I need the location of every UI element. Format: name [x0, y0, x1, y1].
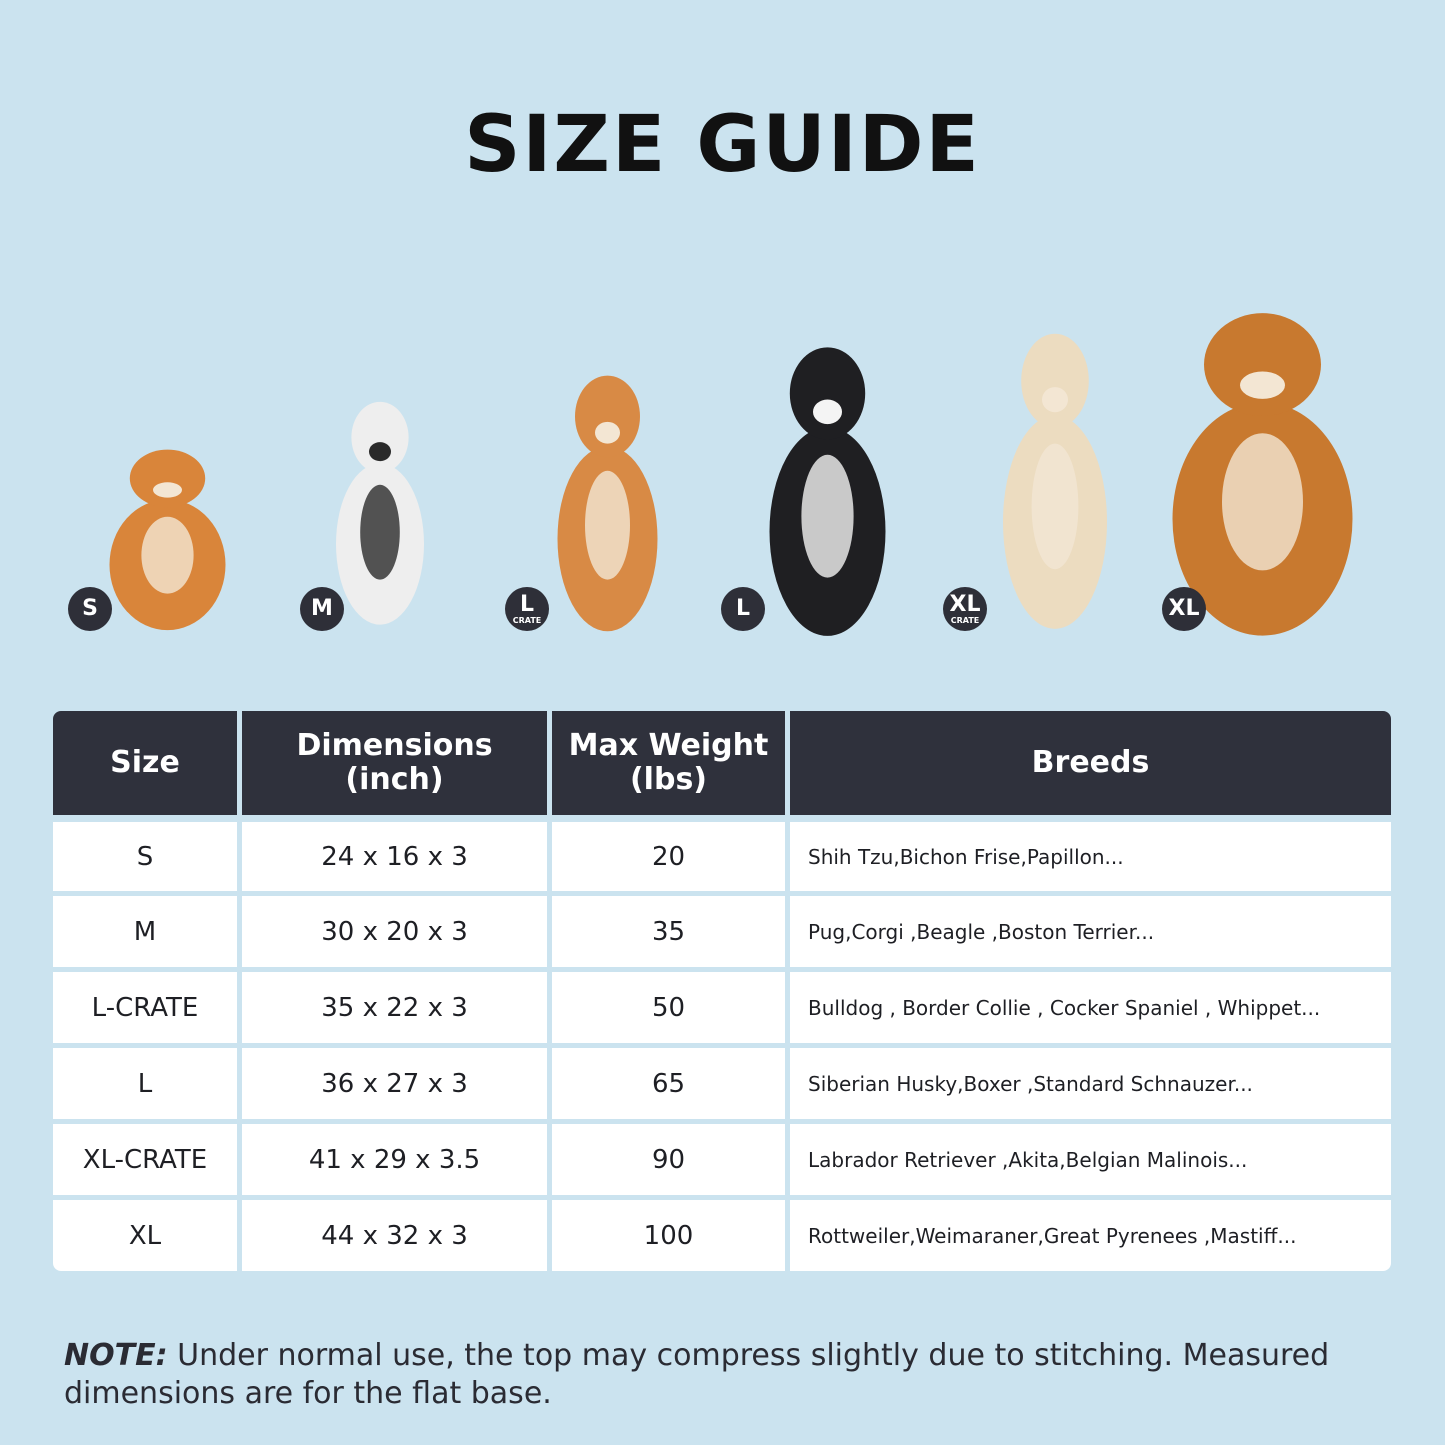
size-badge: XL: [1162, 587, 1206, 631]
table-row: XL-CRATE 41 x 29 x 3.5 90 Labrador Retrieve…: [53, 1119, 1391, 1195]
note: NOTE: Under normal use, the top may comp…: [64, 1337, 1384, 1413]
size-cell: XL-CRATE: [53, 1119, 237, 1195]
note-label: NOTE:: [64, 1338, 168, 1373]
badge-sublabel: CRATE: [512, 615, 542, 625]
breeds-cell: Bulldog , Border Collie , Cocker Spaniel…: [790, 967, 1391, 1043]
table-row: L-CRATE 35 x 22 x 3 50 Bulldog , Border Col…: [53, 967, 1391, 1043]
weight-cell: 50: [552, 967, 785, 1043]
table-row: L 36 x 27 x 3 65 Siberian Husky,Boxer ,Stan…: [53, 1043, 1391, 1119]
breeds-cell: Siberian Husky,Boxer ,Standard Schnauzer…: [790, 1043, 1391, 1119]
badge-label: M: [311, 596, 333, 621]
breeds-cell: Pug,Corgi ,Beagle ,Boston Terrier...: [790, 891, 1391, 967]
badge-label: S: [82, 596, 98, 621]
dog-photo: [1150, 296, 1375, 639]
dog-photo: [990, 318, 1120, 632]
weight-cell: 100: [552, 1195, 785, 1271]
size-cell: L-CRATE: [53, 967, 237, 1043]
dimensions-cell: 36 x 27 x 3: [242, 1043, 547, 1119]
table-row: M 30 x 20 x 3 35 Pug,Corgi ,Beagle ,Boston …: [53, 891, 1391, 967]
badge-label: XL: [949, 591, 981, 617]
size-cell: XL: [53, 1195, 237, 1271]
table-row: XL 44 x 32 x 3 100 Rottweiler,Weimaraner,Gr…: [53, 1195, 1391, 1271]
breeds-cell: Rottweiler,Weimaraner,Great Pyrenees ,Ma…: [790, 1195, 1391, 1271]
page-title: SIZE GUIDE: [464, 100, 981, 190]
column-header: Max Weight (lbs): [552, 711, 785, 815]
column-header: Dimensions (inch): [242, 711, 547, 815]
dimensions-cell: 35 x 22 x 3: [242, 967, 547, 1043]
dimensions-cell: 24 x 16 x 3: [242, 815, 547, 891]
dimensions-cell: 41 x 29 x 3.5: [242, 1119, 547, 1195]
badge-label: L: [519, 591, 535, 617]
dimensions-cell: 30 x 20 x 3: [242, 891, 547, 967]
size-badge: M: [300, 587, 344, 631]
breeds-cell: Labrador Retriever ,Akita,Belgian Malino…: [790, 1119, 1391, 1195]
breeds-cell: Shih Tzu,Bichon Frise,Papillon...: [790, 815, 1391, 891]
size-table: Size Dimensions (inch) Max Weight (lbs) Bre…: [48, 711, 1396, 1271]
size-cell: M: [53, 891, 237, 967]
dog-photo: [325, 390, 435, 627]
dimensions-cell: 44 x 32 x 3: [242, 1195, 547, 1271]
weight-cell: 90: [552, 1119, 785, 1195]
table-row: S 24 x 16 x 3 20 Shih Tzu,Bichon Frise,Papi…: [53, 815, 1391, 891]
size-badge: XL CRATE: [943, 587, 987, 631]
weight-cell: 35: [552, 891, 785, 967]
weight-cell: 20: [552, 815, 785, 891]
size-badge: L: [721, 587, 765, 631]
dog-photo: [755, 332, 900, 639]
weight-cell: 65: [552, 1043, 785, 1119]
note-text: Under normal use, the top may compress s…: [64, 1338, 1330, 1411]
size-cell: L: [53, 1043, 237, 1119]
size-cell: S: [53, 815, 237, 891]
column-header: Breeds: [790, 711, 1391, 815]
column-header: Size: [53, 711, 237, 815]
size-badge: L CRATE: [505, 587, 549, 631]
badge-sublabel: CRATE: [950, 615, 980, 625]
dog-photo: [545, 362, 670, 634]
badge-label: XL: [1168, 596, 1200, 621]
badge-label: L: [735, 596, 751, 621]
size-badge: S: [68, 587, 112, 631]
dog-photo: [95, 440, 240, 632]
